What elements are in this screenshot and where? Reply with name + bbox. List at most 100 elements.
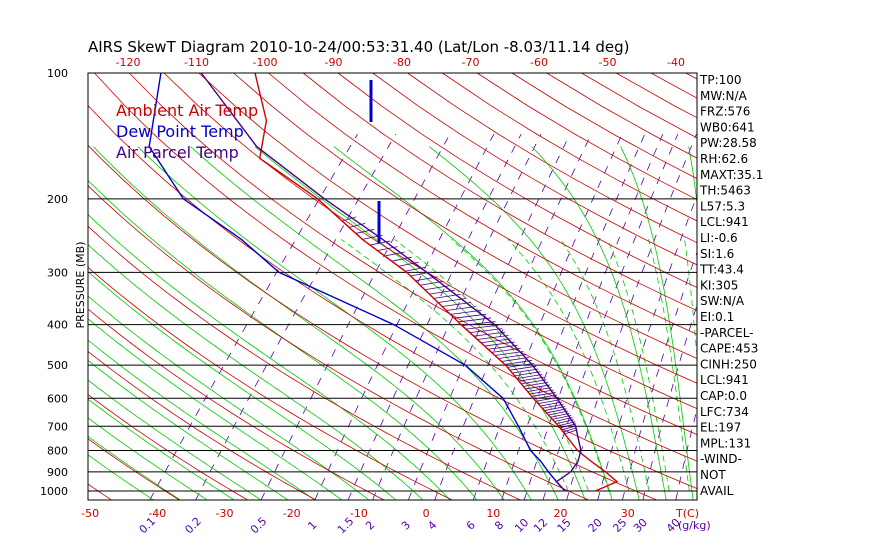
cape-hatch-line xyxy=(521,379,547,385)
cape-hatch-line xyxy=(540,401,563,407)
dry-adiabat-line xyxy=(302,72,698,312)
cape-hatch-line xyxy=(509,365,537,371)
dry-adiabat-line xyxy=(87,351,317,501)
cape-hatch-line xyxy=(473,331,506,337)
mixing-ratio-line xyxy=(566,133,697,501)
stability-index-item: PW:28.58 xyxy=(700,136,757,150)
moist-adiabat-dashed-line xyxy=(560,239,650,492)
moist-adiabat-line xyxy=(190,146,559,501)
dry-adiabat-line xyxy=(87,105,698,489)
top-temp-tick-label: -100 xyxy=(253,56,278,69)
bottom-temp-tick-label: 0 xyxy=(423,507,430,520)
moist-adiabat-line xyxy=(87,318,342,501)
moist-adiabat-line xyxy=(87,295,369,501)
stability-index-item: LCL:941 xyxy=(700,215,749,229)
cape-hatching xyxy=(342,216,578,435)
mixing-ratio-line xyxy=(542,133,679,501)
cape-hatch-line xyxy=(480,338,512,344)
pressure-tick-label: 700 xyxy=(47,420,68,433)
moist-adiabat-line xyxy=(87,360,288,501)
mixing-ratio-unit-label: (g/kg) xyxy=(678,519,711,532)
cape-hatch-line xyxy=(498,354,527,359)
legend-entry: Air Parcel Temp xyxy=(116,143,239,162)
cape-hatch-line xyxy=(559,423,577,429)
cape-hatch-line xyxy=(488,344,518,350)
pressure-tick-label: 800 xyxy=(47,444,68,457)
moist-adiabat-line xyxy=(428,146,640,500)
dry-adiabat-line xyxy=(476,72,698,200)
cape-hatch-line xyxy=(544,406,566,411)
cape-hatch-line xyxy=(546,408,567,414)
stability-index-item: WB0:641 xyxy=(700,120,755,134)
cape-hatch-line xyxy=(533,394,558,400)
moist-adiabat-dashed-line xyxy=(684,239,698,356)
moist-adiabat-dashed-line xyxy=(606,239,670,492)
stability-index-item: EL:197 xyxy=(700,421,741,435)
mixing-ratio-tick-label: 10 xyxy=(512,516,531,535)
pressure-tick-label: 600 xyxy=(47,392,68,405)
bottom-temp-tick-label: -40 xyxy=(148,507,166,520)
mixing-ratio-tick-label: 12 xyxy=(531,516,550,535)
stability-index-item: SW:N/A xyxy=(700,294,745,308)
cape-hatch-line xyxy=(348,222,366,228)
mixing-ratio-tick-label: 0.2 xyxy=(182,515,204,537)
dry-adiabat-line xyxy=(616,72,698,119)
cape-hatch-line xyxy=(525,384,551,390)
wind-profile xyxy=(369,80,381,243)
cape-hatch-line xyxy=(523,381,549,387)
dry-adiabat-line xyxy=(87,394,248,501)
stability-index-item: NOT xyxy=(700,468,726,482)
stability-index-item: -WIND- xyxy=(700,452,742,466)
cape-hatch-line xyxy=(529,389,554,395)
cape-hatch-line xyxy=(484,341,515,347)
cape-hatch-line xyxy=(462,321,496,326)
mixing-ratio-tick-label: 0.5 xyxy=(248,515,270,537)
legend: Ambient Air Temp Dew Point Temp Air Parcel… xyxy=(116,101,258,162)
bottom-temp-tick-label: 20 xyxy=(554,507,568,520)
cape-hatch-line xyxy=(494,351,524,356)
bottom-temp-tick-label: 30 xyxy=(621,507,635,520)
top-temp-tick-label: -40 xyxy=(667,56,685,69)
mixing-ratio-line xyxy=(195,133,397,501)
dry-adiabat-line xyxy=(87,483,112,501)
series-line-air-parcel-temp xyxy=(200,72,582,492)
dry-adiabat-line xyxy=(685,72,698,80)
top-temp-tick-label: -120 xyxy=(116,56,141,69)
stability-index-item: TP:100 xyxy=(699,73,742,87)
mixing-ratio-lines xyxy=(149,133,698,501)
dry-adiabat-line xyxy=(511,72,698,179)
stability-index-item: CAP:0.0 xyxy=(700,389,747,403)
plot-frame xyxy=(87,72,698,501)
moist-adiabat-line xyxy=(531,146,667,500)
dry-adiabat-line xyxy=(129,72,698,435)
stability-index-item: CINH:250 xyxy=(700,357,757,371)
moist-adiabat-dashed-line xyxy=(394,238,589,492)
top-temp-tick-label: -50 xyxy=(599,56,617,69)
pressure-tick-label: 400 xyxy=(47,319,68,332)
dry-adiabat-line xyxy=(87,308,385,501)
chart-title: AIRS SkewT Diagram 2010-10-24/00:53:31.4… xyxy=(88,38,629,56)
cape-hatch-line xyxy=(504,360,532,365)
stability-index-item: SI:1.6 xyxy=(700,247,734,261)
stability-index-item: MPL:131 xyxy=(700,436,751,450)
stability-index-item: AVAIL xyxy=(700,484,734,498)
moist-adiabat-dashed-line xyxy=(647,239,690,492)
stability-index-item: RH:62.6 xyxy=(700,152,748,166)
bottom-temp-tick-label: -20 xyxy=(283,507,301,520)
stability-index-item: LI:-0.6 xyxy=(700,231,738,245)
moist-adiabat-line xyxy=(137,146,532,501)
cape-hatch-line xyxy=(548,410,569,416)
moist-adiabat-line xyxy=(254,146,586,501)
moist-adiabat-line xyxy=(87,454,154,501)
dry-adiabat-line xyxy=(268,72,698,335)
mixing-ratio-line xyxy=(260,133,451,501)
stability-index-item: EI:0.1 xyxy=(700,310,734,324)
moist-adiabat-line xyxy=(87,379,262,501)
mixing-ratio-line xyxy=(642,305,698,501)
stability-index-item: FRZ:576 xyxy=(700,105,750,119)
moist-adiabat-line xyxy=(87,417,208,501)
mixing-ratio-line xyxy=(675,409,698,501)
legend-entry: Dew Point Temp xyxy=(116,122,244,141)
pressure-tick-label: 200 xyxy=(47,193,68,206)
